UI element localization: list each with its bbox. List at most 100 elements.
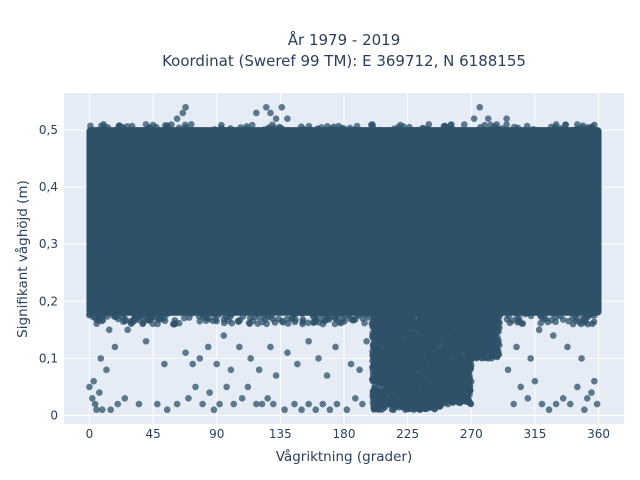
data-point [278,125,285,132]
data-point [370,310,378,318]
data-point [87,122,94,130]
data-point [305,337,312,345]
data-point [421,331,428,338]
data-point [135,400,143,408]
data-point [332,302,340,310]
data-point [204,343,212,351]
data-point [319,400,327,408]
data-point [406,365,414,373]
y-tick-label: 0,1 [39,351,58,365]
data-point [305,319,312,327]
x-axis-ticks: 0 45 90 135 180 225 270 315 360 [86,427,610,441]
data-point [323,372,331,379]
data-point [411,351,419,359]
data-point [562,121,569,128]
y-tick-label: 0,5 [39,123,58,137]
data-point [479,346,487,353]
data-point [267,125,274,132]
data-point [387,385,395,393]
data-point [173,400,181,408]
data-point [363,337,370,345]
data-point [115,123,123,130]
data-point [489,328,496,335]
data-point [199,400,206,408]
data-point [107,406,114,414]
data-point [490,352,498,360]
data-point [338,124,345,132]
data-point [581,406,588,414]
data-point [124,326,131,334]
data-point [291,310,299,317]
data-point [374,350,382,358]
data-point [371,383,378,391]
data-point [398,385,405,392]
data-point [459,302,467,309]
data-point [468,335,476,343]
data-point [114,400,122,408]
y-tick-label: 0,2 [39,294,58,308]
data-point [566,400,574,408]
data-point [205,315,213,323]
data-point [453,302,460,310]
data-point [457,127,465,134]
data-point [522,310,529,318]
data-point [181,121,189,129]
data-point [548,316,555,324]
chart-title: År 1979 - 2019 [288,30,401,49]
data-point [468,324,476,332]
data-point [424,394,432,402]
data-point [100,308,107,316]
data-point [334,312,342,320]
data-point [570,309,578,316]
data-point [454,341,461,348]
data-point [340,318,348,325]
data-point [88,395,96,402]
x-tick-label: 45 [145,427,160,441]
data-point [218,303,225,311]
data-point [518,320,526,327]
data-point [509,128,516,135]
data-point [419,364,427,372]
data-point [248,121,256,129]
data-point [393,329,400,336]
data-point [245,319,253,327]
data-point [264,395,271,402]
data-point [413,363,420,371]
data-point [434,347,441,354]
data-point [444,379,452,387]
data-point [391,127,398,135]
data-point [203,129,211,137]
data-point [446,309,453,317]
data-point [472,347,480,355]
data-point [504,366,512,374]
data-point [481,121,489,129]
data-point [86,383,93,391]
data-point [370,304,378,312]
data-point [129,126,137,134]
data-point [475,317,482,325]
data-point [377,320,385,327]
data-point [561,305,569,313]
data-point [388,351,395,358]
data-point [382,346,389,354]
data-point [545,406,553,414]
data-point [253,310,260,318]
data-point [369,375,376,383]
data-point [527,355,534,362]
data-point [179,109,187,117]
data-point [377,355,385,363]
data-point [294,360,301,368]
data-point [391,345,399,353]
data-point [288,303,295,310]
data-point [583,301,591,308]
data-point [464,360,472,368]
data-point [213,360,221,368]
data-point [392,380,399,388]
data-point [441,326,449,333]
data-point [534,127,541,134]
data-point [396,361,404,368]
data-point [390,401,397,409]
data-point [236,316,244,324]
data-point [142,337,150,345]
data-point [172,304,179,311]
